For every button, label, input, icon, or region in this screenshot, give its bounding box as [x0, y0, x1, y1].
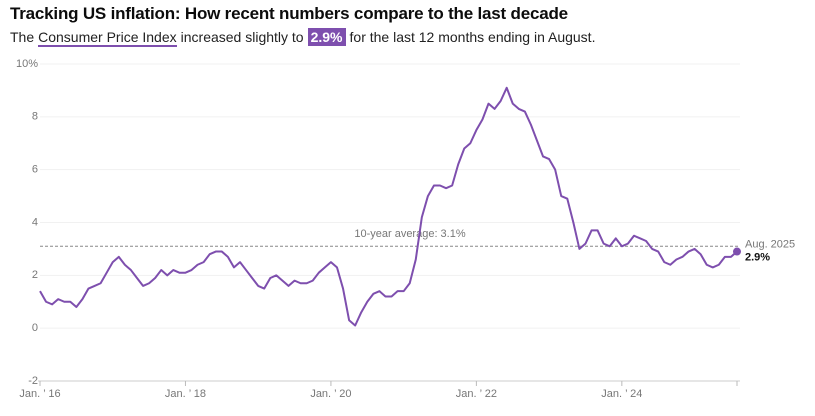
subtitle-link[interactable]: Consumer Price Index	[38, 29, 177, 47]
y-tick-label: 4	[32, 216, 38, 228]
y-tick-label: 0	[32, 322, 38, 334]
x-tick-label: Jan. ’ 20	[310, 388, 351, 400]
line	[39, 86, 738, 327]
y-tick-label: 8	[32, 111, 38, 123]
subtitle-highlight: 2.9%	[307, 28, 346, 46]
y-tick-label: 6	[32, 164, 38, 176]
subtitle-text: increased slightly to	[180, 29, 304, 45]
x-tick-label: Jan. ’ 22	[456, 388, 497, 400]
chart-title: Tracking US inflation: How recent number…	[10, 4, 568, 23]
subtitle: The Consumer Price Index increased slightl…	[10, 28, 599, 47]
value-label: 2.9%	[745, 251, 770, 263]
end-label: Aug. 2025	[745, 238, 795, 250]
x-tick-label: Jan. ’ 18	[165, 388, 206, 400]
x-tick-label: Jan. ’ 16	[19, 388, 60, 400]
subtitle-text: for the last 12 months ending in August.	[349, 29, 596, 45]
x-tick-label: Jan. ’ 24	[601, 388, 642, 400]
y-tick-label: 10%	[16, 58, 38, 70]
subtitle-text: The	[10, 29, 35, 45]
average-label: 10-year average: 3.1%	[354, 228, 466, 240]
y-tick-label: 2	[32, 269, 38, 281]
end-point	[733, 247, 741, 256]
y-tick-label: -2	[28, 375, 38, 387]
header: Tracking US inflation: How recent number…	[10, 4, 599, 47]
